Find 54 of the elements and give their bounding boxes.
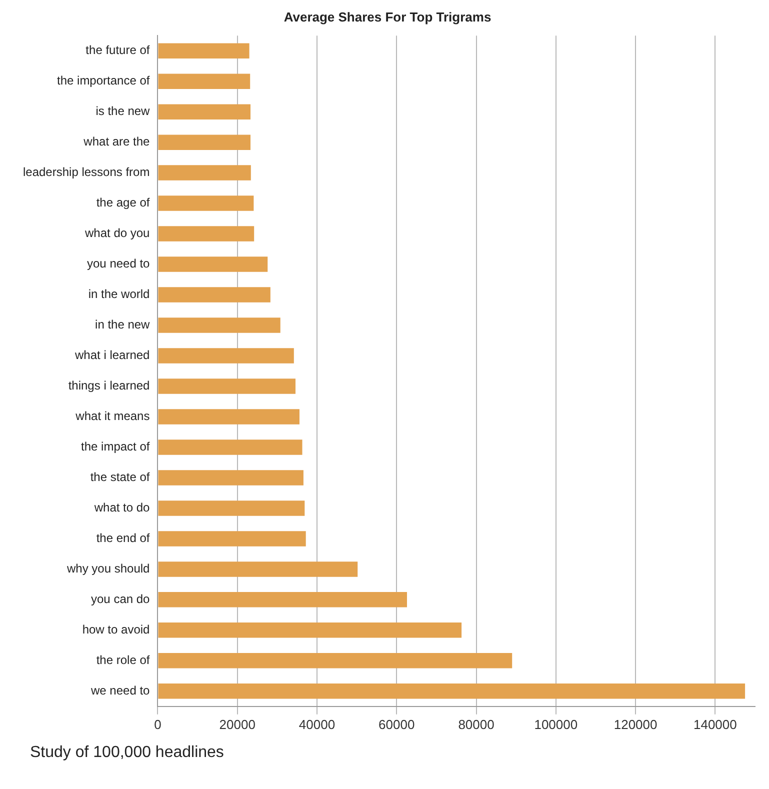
- bar: [158, 531, 306, 546]
- bar: [158, 74, 250, 89]
- x-tick-label: 20000: [219, 716, 256, 732]
- bar: [158, 318, 280, 333]
- y-tick-label: the age of: [96, 196, 150, 210]
- bar: [158, 43, 250, 58]
- x-tick-label: 100000: [534, 716, 578, 732]
- x-tick-label: 0: [154, 716, 162, 732]
- y-tick-label: the state of: [90, 470, 150, 484]
- bar: [158, 440, 302, 455]
- y-tick-label: you need to: [87, 256, 150, 271]
- y-tick-label: you can do: [91, 592, 150, 606]
- bar: [158, 196, 254, 211]
- bar: [158, 348, 294, 364]
- y-tick-label: the importance of: [57, 74, 150, 88]
- x-tick-label: 40000: [298, 716, 336, 732]
- y-tick-label: in the new: [95, 318, 150, 332]
- x-tick-label: 80000: [458, 716, 494, 732]
- chart-title: Average Shares For Top Trigrams: [284, 9, 492, 24]
- y-tick-label: is the new: [96, 104, 150, 118]
- x-tick-label: 60000: [378, 716, 415, 732]
- y-tick-label: what do you: [84, 226, 150, 240]
- y-tick-label: the future of: [86, 43, 150, 58]
- bar: [158, 134, 251, 150]
- y-tick-label: what are the: [82, 134, 150, 149]
- y-tick-label: the impact of: [81, 440, 150, 454]
- bar: [158, 165, 251, 180]
- y-tick-label: how to avoid: [82, 622, 150, 636]
- y-tick-label: what to do: [93, 500, 150, 515]
- bar: [158, 287, 270, 302]
- y-tick-label: what it means: [74, 409, 150, 424]
- text: Study of 100,000 headlines: [30, 744, 225, 762]
- bar: [158, 409, 300, 424]
- bar: [158, 500, 305, 516]
- bar: [158, 622, 462, 638]
- bar: [158, 104, 251, 120]
- y-tick-label: things i learned: [68, 378, 150, 393]
- bar: [158, 256, 268, 272]
- bar: [158, 470, 304, 486]
- y-tick-label: the role of: [96, 652, 150, 667]
- x-tick-label: 120000: [614, 716, 658, 732]
- y-tick-label: we need to: [90, 683, 150, 698]
- bar: [158, 226, 254, 242]
- bar: [158, 653, 512, 668]
- bar: [158, 592, 407, 608]
- y-tick-label: in the world: [88, 287, 150, 302]
- y-tick-label: the end of: [96, 531, 150, 546]
- y-tick-label: what i learned: [74, 348, 150, 362]
- bar: [158, 378, 296, 394]
- y-tick-label: leadership lessons from: [22, 165, 150, 180]
- bar: [158, 684, 746, 699]
- bar: [158, 562, 358, 577]
- y-tick-label: why you should: [66, 562, 150, 576]
- x-tick-label: 140000: [693, 716, 737, 732]
